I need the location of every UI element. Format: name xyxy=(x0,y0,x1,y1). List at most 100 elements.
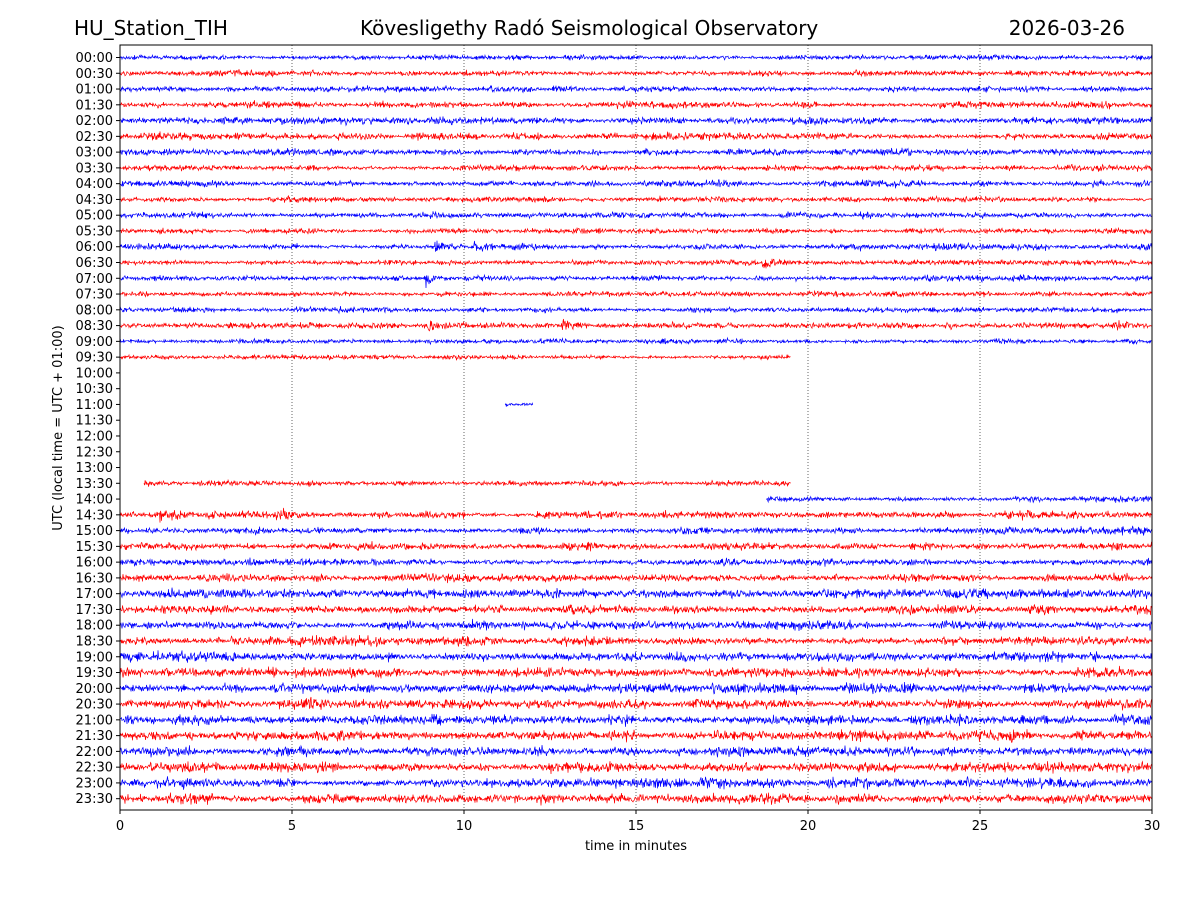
y-tick-label: 22:00 xyxy=(76,745,113,760)
y-tick-label: 16:00 xyxy=(76,556,113,571)
trace-1700 xyxy=(119,587,1153,600)
y-tick-label: 04:00 xyxy=(76,177,113,192)
trace-2300 xyxy=(119,776,1153,790)
trace-1400 xyxy=(766,495,1153,504)
grid-lines xyxy=(291,45,981,810)
x-tick-label: 30 xyxy=(1144,819,1161,834)
y-tick-label: 06:30 xyxy=(76,256,113,271)
trace-0530 xyxy=(119,226,1153,235)
y-tick-label: 20:30 xyxy=(76,698,113,713)
trace-0230 xyxy=(119,131,1153,142)
trace-1900 xyxy=(119,650,1153,663)
y-tick-label: 08:30 xyxy=(76,319,113,334)
y-axis-label: UTC (local time = UTC + 01:00) xyxy=(51,325,66,530)
trace-2200 xyxy=(119,744,1153,758)
trace-1330 xyxy=(143,478,791,488)
y-tick-label: 07:00 xyxy=(76,272,113,287)
y-tick-label: 13:00 xyxy=(76,461,113,476)
y-tick-label: 23:30 xyxy=(76,792,113,807)
y-tick-label: 18:00 xyxy=(76,619,113,634)
trace-0730 xyxy=(119,289,1153,298)
x-axis-label: time in minutes xyxy=(585,839,687,854)
y-tick-label: 09:00 xyxy=(76,335,113,350)
trace-1530 xyxy=(119,541,1153,552)
trace-0430 xyxy=(119,194,1153,204)
y-axis: 00:0000:3001:0001:3002:0002:3003:0003:30… xyxy=(76,51,120,807)
y-tick-label: 11:00 xyxy=(76,398,113,413)
trace-0100 xyxy=(119,84,1153,94)
y-tick-label: 17:00 xyxy=(76,587,113,602)
trace-0800 xyxy=(119,305,1153,315)
x-tick-label: 20 xyxy=(800,819,817,834)
trace-0900 xyxy=(119,336,1153,346)
trace-0330 xyxy=(119,163,1153,173)
trace-2230 xyxy=(119,760,1153,775)
trace-0830 xyxy=(119,318,1153,332)
y-tick-label: 14:00 xyxy=(76,493,113,508)
y-tick-label: 06:00 xyxy=(76,240,113,255)
x-tick-label: 0 xyxy=(116,819,124,834)
y-tick-label: 08:00 xyxy=(76,303,113,318)
trace-1430 xyxy=(119,507,1153,523)
y-tick-label: 00:30 xyxy=(76,67,113,82)
trace-0630 xyxy=(119,258,1153,269)
y-tick-label: 09:30 xyxy=(76,351,113,366)
y-tick-label: 03:00 xyxy=(76,146,113,161)
y-tick-label: 15:00 xyxy=(76,524,113,539)
y-tick-label: 05:00 xyxy=(76,209,113,224)
trace-1830 xyxy=(119,634,1153,648)
y-tick-label: 21:30 xyxy=(76,729,113,744)
y-tick-label: 01:00 xyxy=(76,83,113,98)
trace-0400 xyxy=(119,179,1153,189)
y-tick-label: 12:00 xyxy=(76,429,113,444)
trace-0130 xyxy=(119,100,1153,110)
x-tick-label: 10 xyxy=(456,819,473,834)
seismogram-traces xyxy=(119,53,1153,806)
y-tick-label: 18:30 xyxy=(76,634,113,649)
y-tick-label: 02:00 xyxy=(76,114,113,129)
y-tick-label: 22:30 xyxy=(76,761,113,776)
y-tick-label: 15:30 xyxy=(76,540,113,555)
y-tick-label: 02:30 xyxy=(76,130,113,145)
y-tick-label: 10:30 xyxy=(76,382,113,397)
y-tick-label: 14:30 xyxy=(76,508,113,523)
x-axis: 0 5 10 15 20 25 30 xyxy=(116,810,1160,834)
y-tick-label: 01:30 xyxy=(76,98,113,113)
trace-2130 xyxy=(119,729,1153,743)
y-tick-label: 19:30 xyxy=(76,666,113,681)
trace-2000 xyxy=(119,681,1153,696)
y-tick-label: 12:30 xyxy=(76,445,113,460)
trace-1730 xyxy=(119,603,1153,616)
y-tick-label: 17:30 xyxy=(76,603,113,618)
trace-1100 xyxy=(504,402,534,407)
y-tick-label: 23:00 xyxy=(76,776,113,791)
trace-0200 xyxy=(119,116,1153,127)
chart-date: 2026-03-26 xyxy=(1008,16,1125,40)
y-tick-label: 20:00 xyxy=(76,682,113,697)
y-tick-label: 10:00 xyxy=(76,366,113,381)
y-tick-label: 03:30 xyxy=(76,161,113,176)
y-tick-label: 07:30 xyxy=(76,288,113,303)
trace-0300 xyxy=(119,147,1153,157)
trace-1500 xyxy=(119,525,1153,536)
x-tick-label: 25 xyxy=(972,819,989,834)
trace-0700 xyxy=(119,273,1153,289)
trace-0930 xyxy=(119,353,791,361)
trace-2030 xyxy=(119,696,1153,711)
trace-0600 xyxy=(119,240,1153,252)
trace-2330 xyxy=(119,792,1153,806)
trace-1630 xyxy=(119,572,1153,584)
trace-1800 xyxy=(119,618,1153,632)
trace-1600 xyxy=(119,557,1153,567)
y-tick-label: 16:30 xyxy=(76,571,113,586)
station-name: HU_Station_TIH xyxy=(74,16,228,40)
trace-2100 xyxy=(119,713,1153,727)
y-tick-label: 05:30 xyxy=(76,224,113,239)
y-tick-label: 13:30 xyxy=(76,477,113,492)
y-tick-label: 04:30 xyxy=(76,193,113,208)
trace-0030 xyxy=(119,69,1153,78)
x-tick-label: 5 xyxy=(288,819,296,834)
trace-0500 xyxy=(119,210,1153,221)
chart-title: Kövesligethy Radó Seismological Observat… xyxy=(360,16,819,40)
